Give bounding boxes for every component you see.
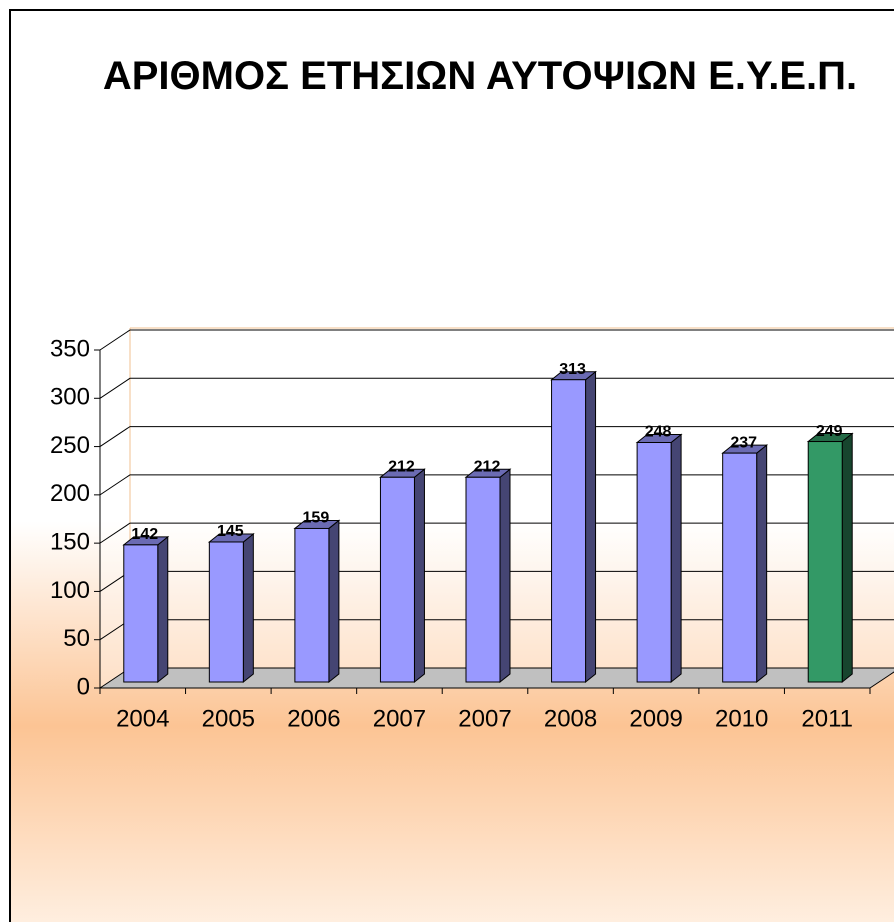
x-tick-label: 2007 xyxy=(373,705,426,732)
bar xyxy=(464,468,512,684)
x-tick-label: 2005 xyxy=(202,705,255,732)
y-tick-label: 0 xyxy=(77,673,90,700)
bar xyxy=(293,519,341,684)
data-label: 248 xyxy=(645,424,672,441)
bar-side xyxy=(328,519,340,684)
x-tick-label: 2009 xyxy=(629,705,682,732)
y-tick-label: 200 xyxy=(50,480,90,507)
bar-side xyxy=(413,468,425,684)
bar xyxy=(635,433,683,684)
x-tick-label: 2008 xyxy=(544,705,597,732)
data-label: 142 xyxy=(131,526,158,543)
bar-side xyxy=(756,444,768,684)
bar xyxy=(721,444,769,684)
y-tick-label: 100 xyxy=(50,577,90,604)
bar-front xyxy=(465,476,501,683)
data-label: 249 xyxy=(816,423,843,440)
bar xyxy=(806,432,854,684)
bar-front xyxy=(294,527,330,683)
data-label: 212 xyxy=(388,458,415,475)
y-tick-label: 250 xyxy=(50,432,90,459)
bar xyxy=(207,532,255,684)
bar-front xyxy=(123,544,159,683)
floor-edge xyxy=(869,671,894,689)
x-tick-label: 2007 xyxy=(458,705,511,732)
data-label: 145 xyxy=(217,523,244,540)
data-label: 237 xyxy=(730,434,757,451)
bar-side xyxy=(242,532,254,684)
chart-title: ΑΡΙΘΜΟΣ ΕΤΗΣΙΩΝ ΑΥΤΟΨΙΩΝ Ε.Υ.Ε.Π. xyxy=(102,54,858,98)
bar-front xyxy=(636,442,672,683)
y-tick-label: 50 xyxy=(63,625,90,652)
bar-side xyxy=(157,535,169,684)
data-label: 212 xyxy=(474,458,501,475)
data-label: 313 xyxy=(559,361,586,378)
bar-front xyxy=(722,452,758,683)
data-label: 159 xyxy=(303,510,330,527)
bar-side xyxy=(585,370,597,684)
bar-side xyxy=(670,433,682,684)
bar-side xyxy=(841,432,853,684)
bar-side xyxy=(499,468,511,684)
x-tick-label: 2011 xyxy=(801,705,853,732)
y-tick-label: 350 xyxy=(50,335,90,362)
grid-line xyxy=(99,426,894,447)
grid-line xyxy=(99,377,894,399)
bar-front xyxy=(208,541,244,683)
bar xyxy=(122,535,170,684)
bar-front xyxy=(379,476,415,683)
x-tick-label: 2004 xyxy=(116,705,169,732)
bar-front xyxy=(807,441,843,683)
x-tick-label: 2006 xyxy=(287,705,340,732)
y-tick-label: 150 xyxy=(50,528,90,555)
bar xyxy=(550,370,597,684)
bar xyxy=(379,468,426,684)
x-tick-label: 2010 xyxy=(715,705,768,732)
y-tick-label: 300 xyxy=(50,384,90,411)
grid-line xyxy=(99,329,894,351)
bar-front xyxy=(551,379,587,683)
